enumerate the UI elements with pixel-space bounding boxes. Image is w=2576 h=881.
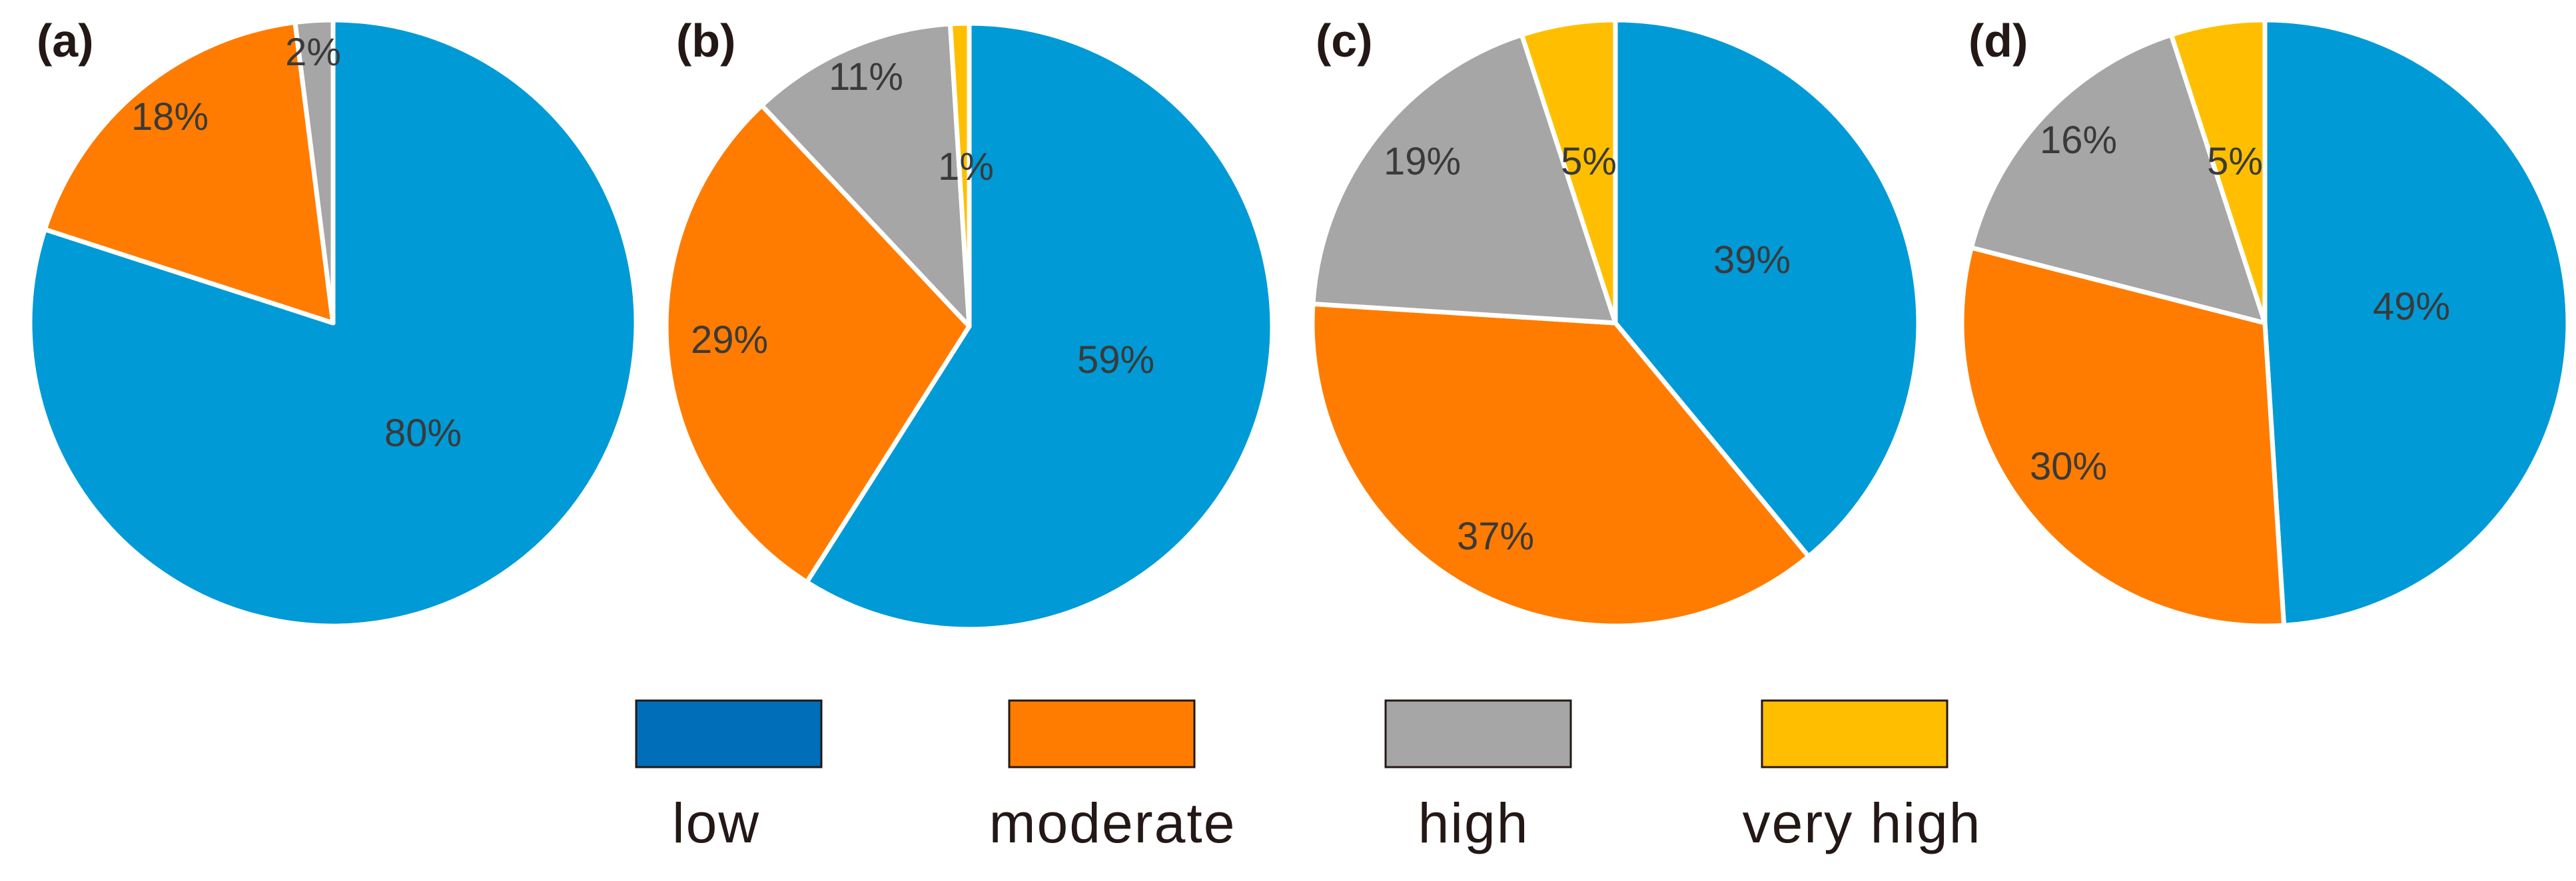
legend: low moderate high very high	[635, 699, 1982, 854]
pie-slice-high	[1310, 32, 1618, 326]
slice-percent-label: 30%	[2030, 445, 2107, 488]
slice-percent-label: 80%	[384, 412, 462, 455]
legend-label-low: low	[672, 792, 760, 854]
pie-slice-very-high	[1519, 17, 1618, 326]
legend-swatch-moderate	[1008, 699, 1196, 768]
legend-label-moderate: moderate	[989, 792, 1236, 854]
panel-label: (b)	[676, 15, 735, 67]
pie-slice-low	[1613, 17, 1921, 559]
slice-percent-label: 37%	[1457, 515, 1534, 558]
slice-percent-label: 29%	[691, 318, 768, 362]
legend-label-high: high	[1418, 792, 1529, 854]
pie-slice-moderate	[1959, 245, 2287, 629]
legend-swatch-very-high	[1761, 699, 1948, 768]
slice-percent-label: 1%	[938, 145, 994, 188]
legend-item-moderate: moderate	[989, 699, 1236, 854]
pie-slice-moderate	[663, 103, 972, 585]
slice-percent-label: 19%	[1384, 140, 1461, 183]
pie-panels: 80% 18% 2% (a) 59% 29% 11% 1% (b) 39% 37% 19% 5% (c) 4…	[27, 15, 2571, 632]
panel-label: (a)	[37, 15, 94, 67]
slice-percent-label: 2%	[285, 31, 341, 74]
pie-slice-high	[1968, 32, 2268, 326]
legend-label-very-high: very high	[1743, 792, 1982, 854]
pie-panel-4: 49% 30% 16% 5% (d)	[1959, 15, 2571, 629]
slice-percent-label: 59%	[1077, 338, 1154, 382]
pie-slice-moderate	[1310, 301, 1811, 629]
pie-slice-very-high	[2168, 17, 2268, 326]
legend-item-high: high	[1384, 699, 1572, 854]
slice-percent-label: 16%	[2040, 119, 2117, 162]
pie-slice-high	[759, 21, 972, 329]
panel-label: (d)	[1968, 15, 2028, 67]
pie-slice-very-high	[947, 21, 972, 329]
slice-percent-label: 5%	[2207, 140, 2263, 183]
legend-swatch-high	[1384, 699, 1572, 768]
legend-swatch-low	[635, 699, 823, 768]
pie-slice-high	[292, 17, 336, 326]
legend-item-very-high: very high	[1743, 699, 1982, 854]
pie-slice-low	[2262, 17, 2571, 628]
panel-label: (c)	[1316, 15, 1373, 67]
pie-panel-2: 59% 29% 11% 1% (b)	[663, 15, 1275, 632]
pie-slice-low	[804, 21, 1275, 632]
pie-panel-1: 80% 18% 2% (a)	[27, 15, 639, 629]
slice-percent-label: 11%	[829, 55, 903, 99]
slice-percent-label: 18%	[131, 95, 209, 139]
legend-item-low: low	[635, 699, 823, 854]
pie-panel-3: 39% 37% 19% 5% (c)	[1310, 15, 1921, 629]
slice-percent-label: 39%	[1713, 238, 1791, 282]
slice-percent-label: 49%	[2373, 285, 2450, 328]
slice-percent-label: 5%	[1561, 140, 1617, 183]
pie-slice-moderate	[42, 20, 336, 326]
pie-slice-low	[27, 17, 639, 629]
